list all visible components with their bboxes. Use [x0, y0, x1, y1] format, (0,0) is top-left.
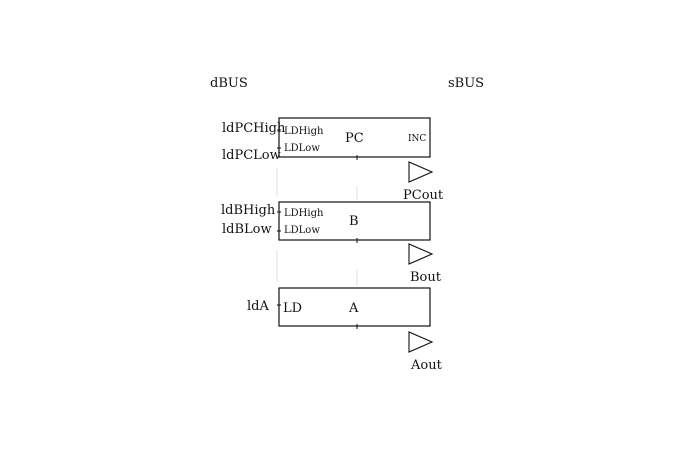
b-input-ldhigh: LDHigh: [284, 208, 324, 219]
a-input-ld: LD: [283, 301, 302, 316]
register-pc: LDHigh LDLow PC INC ldPCHigh ldPCLow PCo…: [222, 117, 444, 203]
register-pc-box: [278, 117, 431, 158]
signal-lda: ldA: [247, 299, 269, 314]
pc-input-ldhigh: LDHigh: [284, 126, 324, 137]
register-b-box: [278, 201, 431, 241]
signal-ldbhigh: ldBHigh: [221, 203, 276, 218]
b-tristate-buffer-icon: [408, 243, 434, 265]
register-b: LDHigh LDLow B ldBHigh ldBLow Bout: [221, 201, 442, 285]
pc-tristate-buffer-icon: [408, 161, 434, 183]
pc-input-ldlow: LDLow: [284, 143, 320, 154]
a-tristate-buffer-icon: [408, 331, 434, 353]
pc-register-name: PC: [345, 131, 364, 146]
b-output-label: Bout: [410, 270, 442, 285]
b-input-ldlow: LDLow: [284, 225, 320, 236]
dbus-label: dBUS: [210, 76, 248, 91]
pc-output-label: PCout: [403, 188, 444, 203]
signal-ldpclow: ldPCLow: [222, 148, 281, 163]
register-a-box: [278, 287, 431, 327]
sbus-label: sBUS: [448, 76, 484, 91]
a-output-label: Aout: [410, 358, 443, 373]
signal-ldblow: ldBLow: [222, 222, 272, 237]
pc-inc-label: INC: [408, 134, 426, 144]
a-register-name: A: [348, 301, 359, 316]
register-a: LD A ldA Aout: [247, 287, 443, 373]
b-register-name: B: [349, 214, 359, 229]
signal-ldpchigh: ldPCHigh: [222, 121, 286, 136]
